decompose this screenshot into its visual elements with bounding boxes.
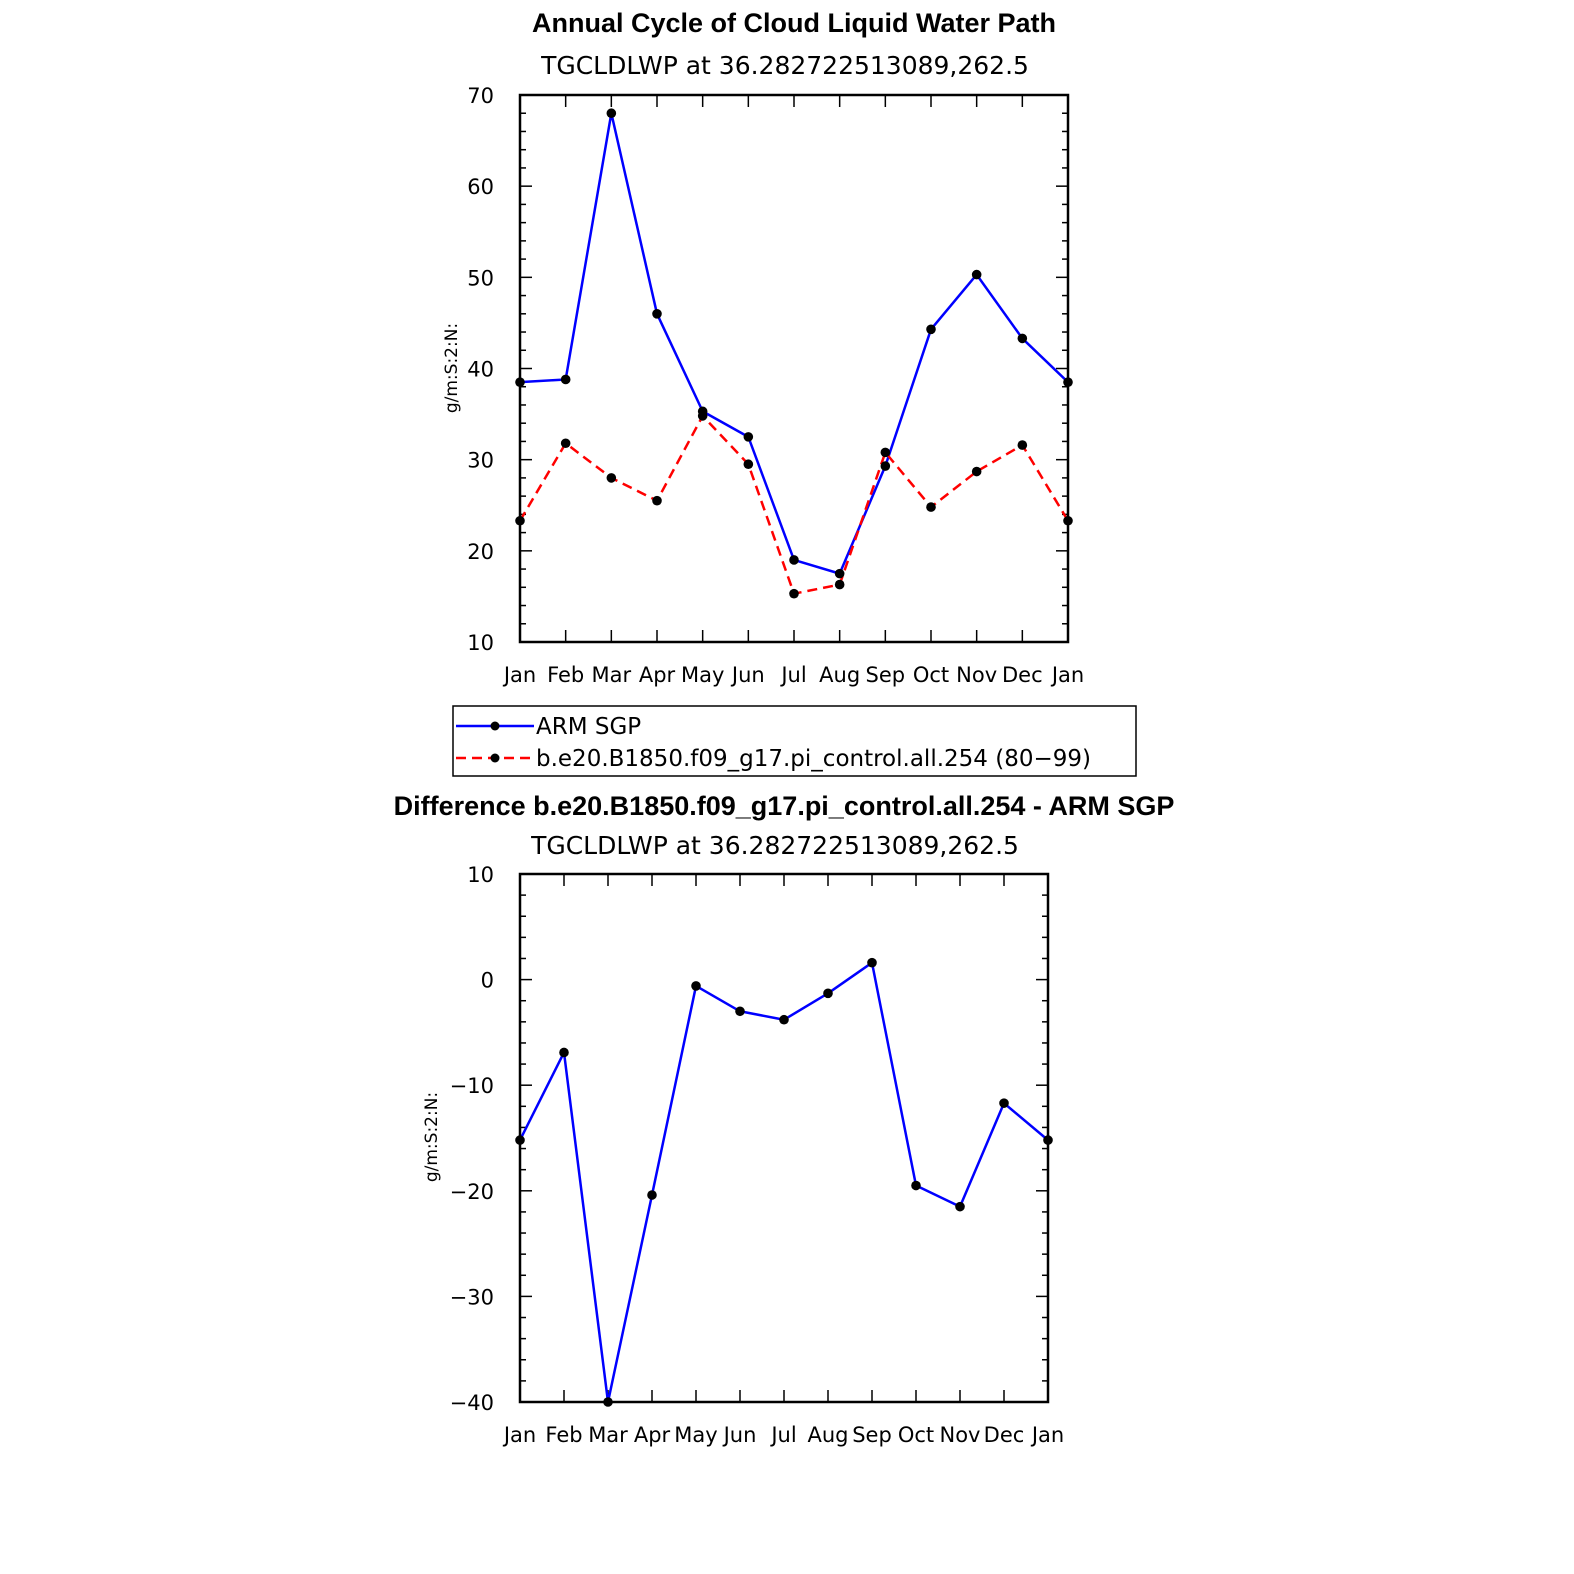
series-0-point bbox=[926, 324, 936, 335]
series-0-point bbox=[603, 1397, 613, 1407]
series-0-point bbox=[867, 957, 877, 968]
legend-marker-arm bbox=[490, 721, 500, 731]
x-tick-label: Jul bbox=[779, 663, 806, 687]
series-1-point bbox=[743, 459, 754, 470]
x-tick-label: Dec bbox=[1002, 663, 1043, 687]
y-tick-label: 50 bbox=[467, 266, 494, 290]
series-1-point bbox=[652, 495, 662, 506]
legend-label-model: b.e20.B1850.f09_g17.pi_control.all.254 (… bbox=[536, 746, 1091, 772]
x-tick-label: Mar bbox=[592, 663, 632, 687]
y-tick-label: 30 bbox=[467, 449, 494, 473]
series-0-point bbox=[971, 269, 982, 280]
series-0-point bbox=[779, 1014, 789, 1025]
series-0-point bbox=[823, 988, 833, 999]
annual-cycle-chart: 10 20 30 40 50 60 70 Jan Feb Mar Apr May Jun Jul Aug Se… bbox=[467, 84, 1084, 687]
legend-label-arm: ARM SGP bbox=[536, 714, 641, 740]
series-0-point bbox=[652, 309, 662, 319]
difference-chart: −40 −30 −20 −10 0 10 Jan Feb Mar Apr May Jun Jul Aug S… bbox=[450, 863, 1065, 1447]
legend-marker-model bbox=[490, 753, 500, 763]
series-0-point bbox=[999, 1098, 1009, 1108]
top-chart-title: Annual Cycle of Cloud Liquid Water Path bbox=[532, 8, 1056, 38]
bottom-chart-subtitle: TGCLDLWP at 36.282722513089,262.5 bbox=[530, 831, 1019, 860]
y-tick-label: −10 bbox=[450, 1074, 494, 1098]
top-chart-ylabel: g/m:S:2:N: bbox=[442, 323, 462, 413]
x-tick-label: Aug bbox=[819, 663, 860, 687]
x-tick-label: Oct bbox=[913, 663, 949, 687]
bottom-chart-title: Difference b.e20.B1850.f09_g17.pi_contro… bbox=[394, 791, 1175, 821]
x-tick-label: Dec bbox=[984, 1423, 1025, 1447]
y-tick-label: 20 bbox=[467, 540, 494, 564]
y-tick-label: 40 bbox=[467, 358, 494, 382]
series-1-point bbox=[789, 588, 799, 599]
series-0-point bbox=[515, 1135, 525, 1145]
x-tick-label: May bbox=[674, 1423, 717, 1447]
y-tick-label: −30 bbox=[450, 1285, 494, 1309]
series-0-point bbox=[880, 461, 891, 471]
x-tick-label: Jun bbox=[730, 663, 765, 687]
series-0-point bbox=[647, 1190, 657, 1200]
y-tick-label: 10 bbox=[467, 863, 494, 887]
series-1-point bbox=[880, 447, 891, 458]
series-1-point bbox=[606, 473, 617, 483]
top-chart-subtitle: TGCLDLWP at 36.282722513089,262.5 bbox=[540, 51, 1029, 80]
series-1-point bbox=[1063, 515, 1073, 526]
series-0-point bbox=[1043, 1135, 1053, 1145]
x-tick-label: Aug bbox=[807, 1423, 848, 1447]
bottom-chart-ylabel: g/m:S:2:N: bbox=[422, 1092, 442, 1182]
series-1-point bbox=[926, 502, 936, 512]
x-tick-label: Oct bbox=[898, 1423, 934, 1447]
legend: ARM SGP b.e20.B1850.f09_g17.pi_control.a… bbox=[452, 705, 1137, 777]
x-tick-label: Jan bbox=[1030, 1423, 1064, 1447]
series-1-point bbox=[834, 579, 845, 590]
x-tick-label: Sep bbox=[866, 663, 906, 687]
series-0-point bbox=[735, 1006, 745, 1017]
series-1-point bbox=[1017, 440, 1028, 450]
x-tick-label: Jan bbox=[502, 663, 536, 687]
x-tick-label: Sep bbox=[852, 1423, 892, 1447]
y-tick-label: 70 bbox=[467, 84, 494, 108]
series-1-point bbox=[971, 466, 982, 477]
series-0-point bbox=[1017, 333, 1028, 344]
series-0-point bbox=[691, 981, 701, 991]
x-tick-label: Feb bbox=[547, 663, 584, 687]
x-tick-label: May bbox=[681, 663, 724, 687]
series-0-point bbox=[834, 568, 845, 579]
legend-box bbox=[452, 705, 1137, 777]
y-tick-label: −20 bbox=[450, 1180, 494, 1204]
x-tick-label: Jun bbox=[722, 1423, 757, 1447]
series-0-point bbox=[560, 374, 571, 385]
x-tick-label: Mar bbox=[588, 1423, 628, 1447]
series-0-point bbox=[911, 1180, 921, 1191]
x-tick-label: Apr bbox=[639, 663, 676, 687]
series-1-point bbox=[697, 411, 708, 421]
series-0-point bbox=[743, 432, 754, 442]
series-line-0 bbox=[519, 111, 1069, 575]
series-0-point bbox=[606, 108, 617, 119]
series-0-point bbox=[559, 1047, 569, 1058]
x-tick-label: Jul bbox=[769, 1423, 796, 1447]
x-tick-label: Feb bbox=[545, 1423, 582, 1447]
series-0-point bbox=[789, 555, 799, 565]
y-tick-label: 60 bbox=[467, 175, 494, 199]
series-0-point bbox=[1063, 377, 1073, 387]
y-tick-label: −40 bbox=[450, 1391, 494, 1415]
y-tick-label: 10 bbox=[467, 631, 494, 655]
series-line-1 bbox=[518, 414, 1070, 595]
series-0-point bbox=[955, 1201, 965, 1212]
series-1-point bbox=[515, 515, 525, 526]
series-1-point bbox=[560, 438, 571, 449]
x-tick-label: Nov bbox=[956, 663, 997, 687]
x-tick-label: Jan bbox=[502, 1423, 536, 1447]
x-tick-label: Nov bbox=[940, 1423, 981, 1447]
x-tick-label: Jan bbox=[1050, 663, 1084, 687]
series-0-point bbox=[515, 377, 525, 387]
series-line-0 bbox=[518, 961, 1049, 1404]
x-tick-label: Apr bbox=[634, 1423, 671, 1447]
y-tick-label: 0 bbox=[481, 969, 494, 993]
